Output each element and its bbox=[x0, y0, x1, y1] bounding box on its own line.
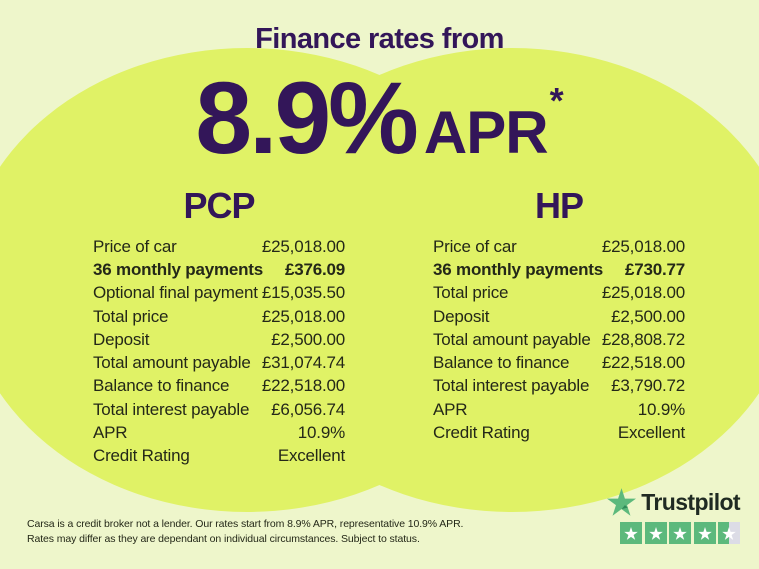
table-row: Total amount payable £28,808.72 bbox=[433, 328, 685, 351]
trustpilot-star-icon bbox=[607, 488, 637, 516]
row-label: Optional final payment bbox=[93, 283, 258, 303]
row-label: Total interest payable bbox=[433, 376, 590, 396]
table-row: Balance to finance £22,518.00 bbox=[93, 375, 345, 398]
table-row: Total price £25,018.00 bbox=[93, 305, 345, 328]
row-value: 10.9% bbox=[637, 399, 685, 419]
row-label: Total price bbox=[93, 306, 169, 326]
pcp-rows: Price of car £25,018.00 36 monthly payment… bbox=[93, 235, 345, 468]
disclaimer-line-2: Rates may differ as they are dependant o… bbox=[27, 532, 420, 545]
row-label: Deposit bbox=[433, 306, 490, 326]
row-value: £2,500.00 bbox=[271, 329, 345, 349]
hp-heading: HP bbox=[534, 185, 584, 226]
row-label: Credit Rating bbox=[93, 446, 190, 466]
hp-rows: Price of car £25,018.00 36 monthly payment… bbox=[433, 235, 685, 445]
disclaimer: Carsa is a credit broker not a lender. O… bbox=[27, 517, 463, 546]
rate-asterisk: * bbox=[549, 80, 564, 121]
row-value: £31,074.74 bbox=[261, 353, 345, 373]
row-value: £15,035.50 bbox=[261, 283, 345, 303]
table-row: Total amount payable £31,074.74 bbox=[93, 351, 345, 374]
table-row: Price of car £25,018.00 bbox=[93, 235, 345, 258]
trustpilot-badge: Trustpilot bbox=[607, 488, 741, 544]
row-label: APR bbox=[433, 399, 468, 419]
trustpilot-star-box bbox=[620, 522, 642, 544]
table-row: 36 monthly payments £730.77 bbox=[433, 258, 685, 281]
table-row: Total interest payable £3,790.72 bbox=[433, 375, 685, 398]
hp-table: HP Price of car £25,018.00 36 monthly paym… bbox=[433, 186, 685, 445]
table-row: Deposit £2,500.00 bbox=[433, 305, 685, 328]
row-label: Total amount payable bbox=[93, 353, 251, 373]
row-label: 36 monthly payments bbox=[93, 259, 264, 279]
row-value: £3,790.72 bbox=[611, 376, 685, 396]
row-value: £730.77 bbox=[624, 259, 685, 279]
trustpilot-stars bbox=[607, 522, 740, 544]
row-label: Deposit bbox=[93, 329, 150, 349]
table-row: APR 10.9% bbox=[93, 421, 345, 444]
table-row: Credit Rating Excellent bbox=[433, 421, 685, 444]
row-label: 36 monthly payments bbox=[433, 259, 604, 279]
table-row: Credit Rating Excellent bbox=[93, 445, 345, 468]
trustpilot-wordmark: Trustpilot bbox=[641, 488, 740, 515]
disclaimer-line-1: Carsa is a credit broker not a lender. O… bbox=[27, 518, 464, 530]
row-label: APR bbox=[93, 423, 128, 443]
pcp-table: PCP Price of car £25,018.00 36 monthly pay… bbox=[93, 186, 345, 468]
row-value: £22,518.00 bbox=[601, 353, 685, 373]
headline: Finance rates from bbox=[255, 23, 504, 55]
row-label: Credit Rating bbox=[433, 423, 530, 443]
row-label: Total price bbox=[433, 283, 509, 303]
row-value: £25,018.00 bbox=[261, 306, 345, 326]
row-label: Balance to finance bbox=[433, 353, 570, 373]
row-value: £25,018.00 bbox=[601, 236, 685, 256]
row-value: £376.09 bbox=[284, 259, 345, 279]
row-label: Balance to finance bbox=[93, 376, 230, 396]
table-row: Total price £25,018.00 bbox=[433, 282, 685, 305]
table-row: Deposit £2,500.00 bbox=[93, 328, 345, 351]
table-row: APR 10.9% bbox=[433, 398, 685, 421]
row-value: Excellent bbox=[277, 446, 345, 466]
rate-headline: 8.9% APR* bbox=[0, 67, 759, 169]
rate-unit: APR bbox=[423, 99, 549, 166]
row-value: £28,808.72 bbox=[601, 329, 685, 349]
row-value: £25,018.00 bbox=[261, 236, 345, 256]
trustpilot-star-box bbox=[718, 522, 740, 544]
trustpilot-star-box bbox=[644, 522, 667, 544]
table-row: Optional final payment £15,035.50 bbox=[93, 282, 345, 305]
row-value: £25,018.00 bbox=[601, 283, 685, 303]
row-value: Excellent bbox=[617, 423, 685, 443]
rate-value: 8.9% bbox=[195, 61, 418, 175]
row-label: Price of car bbox=[433, 236, 517, 256]
background-blob-right bbox=[229, 48, 759, 512]
row-value: £2,500.00 bbox=[611, 306, 685, 326]
row-value: £22,518.00 bbox=[261, 376, 345, 396]
table-row: Balance to finance £22,518.00 bbox=[433, 351, 685, 374]
trustpilot-star-box bbox=[693, 522, 716, 544]
table-row: Total interest payable £6,056.74 bbox=[93, 398, 345, 421]
row-label: Total amount payable bbox=[433, 329, 591, 349]
trustpilot-logo: Trustpilot bbox=[607, 488, 741, 516]
pcp-heading: PCP bbox=[183, 185, 255, 226]
row-label: Price of car bbox=[93, 236, 177, 256]
row-value: £6,056.74 bbox=[271, 399, 345, 419]
table-row: 36 monthly payments £376.09 bbox=[93, 258, 345, 281]
trustpilot-star-box bbox=[669, 522, 691, 544]
table-row: Price of car £25,018.00 bbox=[433, 235, 685, 258]
row-label: Total interest payable bbox=[93, 399, 250, 419]
row-value: 10.9% bbox=[297, 423, 345, 443]
